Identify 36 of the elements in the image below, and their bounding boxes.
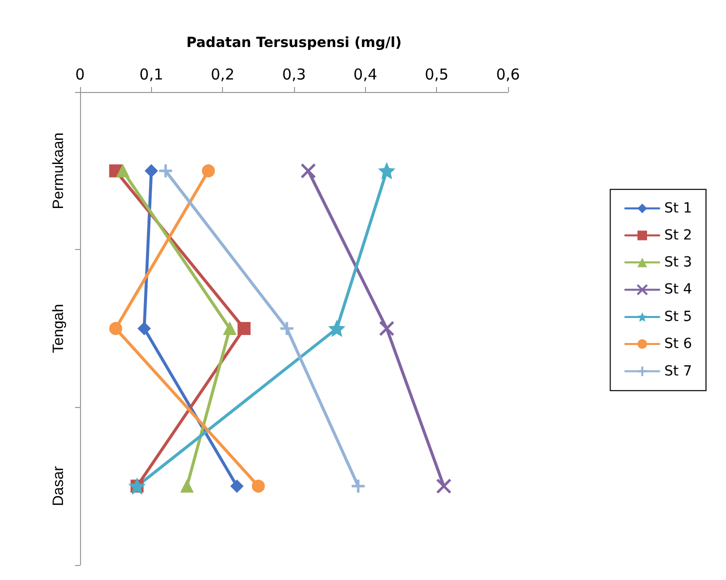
legend-label: St 3 [664,254,692,270]
x-tick-label: 0,3 [282,66,306,84]
point [436,478,452,494]
point [378,320,394,336]
legend-label: St 1 [664,200,692,216]
y-tick-label: Permukaan [50,132,67,210]
point [144,164,158,178]
point [279,320,295,336]
point [202,164,215,178]
legend-label: St 2 [664,227,692,244]
x-tick-label: 0,4 [353,66,378,84]
x-tick-label: 0,2 [210,66,235,84]
point [109,322,122,335]
x-tick-label: 0 [75,66,85,84]
point [180,480,194,493]
point [158,163,174,179]
x-tick-label: 0,5 [424,66,449,84]
x-tick-label: 0,6 [496,66,520,84]
point [300,163,316,179]
point [138,322,151,335]
point [223,322,236,335]
x-tick-label: 0,1 [139,66,164,84]
point [378,162,395,179]
x-axis-title: Padatan Tersuspensi (mg/l) [186,35,402,51]
point [328,320,345,336]
legend-label: St 6 [664,336,692,352]
legend-label: St 7 [664,363,692,380]
point [116,164,130,178]
point [252,480,265,493]
point [230,480,244,493]
point [350,478,366,494]
legend-label: St 4 [664,282,692,298]
y-tick-label: Dasar [50,466,67,506]
y-tick-label: Tengah [50,304,67,354]
legend-label: St 5 [664,309,692,325]
point [238,322,251,335]
